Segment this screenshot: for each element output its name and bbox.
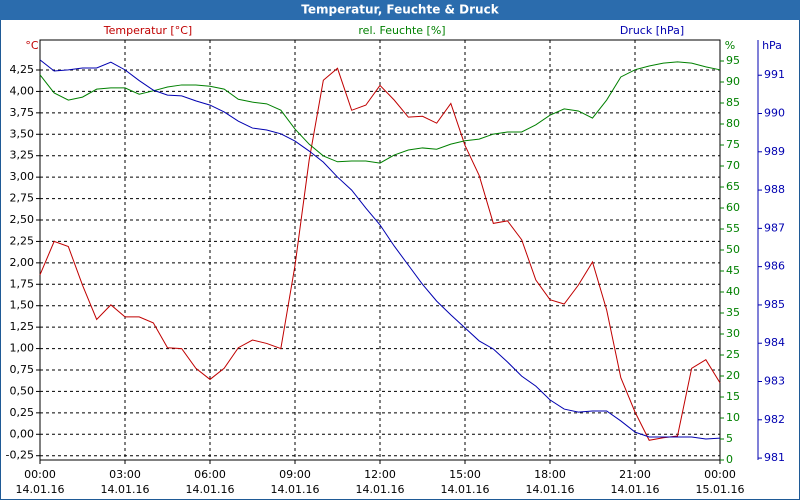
y3-tick-label: 981 [764,451,785,464]
y-tick-label: 1,50 [10,299,35,312]
y3-tick-label: 987 [764,221,785,234]
y2-tick-label: 65 [726,180,740,193]
y-tick-label: -0,25 [6,449,34,462]
y3-tick-label: 991 [764,68,785,81]
y2-tick-label: 60 [726,201,740,214]
y2-axis-label: rel. Feuchte [%] [358,24,445,37]
x-tick-label: 15:00 [449,468,481,481]
y-unit: °C [25,39,39,52]
y2-tick-label: 0 [726,453,733,466]
x-tick-label: 18:00 [534,468,566,481]
y-tick-label: 3,75 [10,106,35,119]
y3-tick-label: 983 [764,375,785,388]
x-tick-date: 15.01.16 [696,483,745,496]
y-tick-label: 1,25 [10,320,35,333]
y2-tick-label: 50 [726,243,740,256]
chart-title: Temperatur, Feuchte & Druck [301,3,499,17]
y3-unit: hPa [762,39,782,52]
y-tick-label: 0,50 [10,384,35,397]
y-tick-label: 0,25 [10,406,35,419]
y2-tick-label: 30 [726,327,740,340]
y2-tick-label: 75 [726,138,740,151]
data-line [39,67,721,441]
x-tick-date: 14.01.16 [16,483,65,496]
y3-tick-label: 982 [764,413,785,426]
y-tick-label: 1,00 [10,342,35,355]
x-tick-date: 14.01.16 [271,483,320,496]
x-tick-date: 14.01.16 [186,483,235,496]
y-tick-label: 2,50 [10,213,35,226]
y-tick-label: 4,00 [10,84,35,97]
y-tick-label: 0,00 [10,427,35,440]
y2-tick-label: 80 [726,117,740,130]
y3-tick-label: 989 [764,145,785,158]
y2-tick-label: 95 [726,54,740,67]
x-tick-date: 14.01.16 [611,483,660,496]
x-tick-date: 14.01.16 [526,483,575,496]
y2-tick-label: 35 [726,306,740,319]
y-tick-label: 2,25 [10,234,35,247]
y2-tick-label: 5 [726,432,733,445]
y2-tick-label: 70 [726,159,740,172]
y-tick-label: 2,75 [10,192,35,205]
y3-axis-label: Druck [hPa] [620,24,684,37]
y-tick-label: 3,25 [10,149,35,162]
y-axis-label: Temperatur [°C] [103,24,192,37]
y2-tick-label: 45 [726,264,740,277]
x-tick-label: 21:00 [619,468,651,481]
x-tick-label: 00:00 [704,468,736,481]
x-tick-label: 12:00 [364,468,396,481]
y-tick-label: 3,00 [10,170,35,183]
x-tick-date: 14.01.16 [356,483,405,496]
x-tick-label: 06:00 [194,468,226,481]
y2-tick-label: 20 [726,369,740,382]
y-tick-label: 3,50 [10,127,35,140]
y-tick-label: 2,00 [10,256,35,269]
x-tick-date: 14.01.16 [101,483,150,496]
y2-tick-label: 40 [726,285,740,298]
y2-tick-label: 90 [726,75,740,88]
x-tick-label: 00:00 [24,468,56,481]
x-tick-date: 14.01.16 [441,483,490,496]
y3-tick-label: 988 [764,183,785,196]
y-tick-label: 1,75 [10,277,35,290]
y2-tick-label: 10 [726,411,740,424]
y3-tick-label: 984 [764,336,785,349]
y-tick-label: 4,25 [10,63,35,76]
y3-tick-label: 985 [764,298,785,311]
y2-tick-label: 15 [726,390,740,403]
title-bar [0,0,800,20]
y3-tick-label: 990 [764,107,785,120]
y-tick-label: 0,75 [10,363,35,376]
y2-unit: % [725,39,735,52]
y2-tick-label: 25 [726,348,740,361]
data-line [39,61,721,164]
data-line [39,59,721,440]
y2-tick-label: 85 [726,96,740,109]
y3-tick-label: 986 [764,260,785,273]
x-tick-label: 09:00 [279,468,311,481]
x-tick-label: 03:00 [109,468,141,481]
y2-tick-label: 55 [726,222,740,235]
